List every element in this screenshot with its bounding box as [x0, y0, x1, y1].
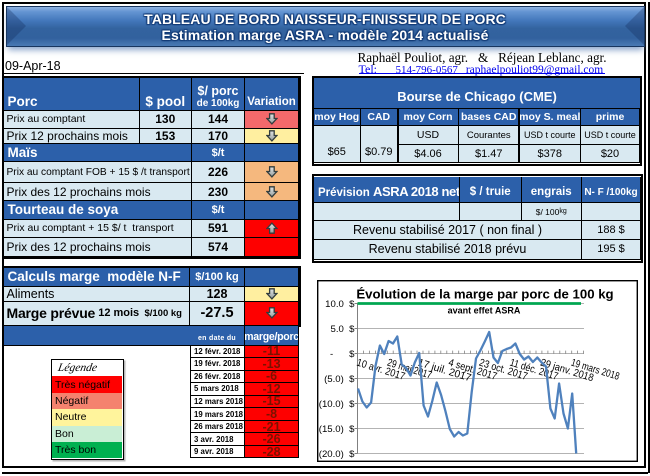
svg-text:5.0 $: 5.0 $	[330, 324, 355, 335]
svg-text:10.0 $: 10.0 $	[325, 299, 355, 310]
svg-text:- $: - $	[330, 349, 355, 360]
svg-text:(10.0) $: (10.0) $	[319, 399, 355, 410]
svg-text:(20.0) $: (20.0) $	[319, 449, 355, 460]
svg-text:(5.0) $: (5.0) $	[324, 374, 355, 385]
svg-text:Évolution de la marge par porc: Évolution de la marge par porc de 100 kg	[356, 286, 613, 301]
svg-text:avant effet ASRA: avant effet ASRA	[448, 305, 521, 315]
svg-text:(15.0) $: (15.0) $	[319, 424, 355, 435]
